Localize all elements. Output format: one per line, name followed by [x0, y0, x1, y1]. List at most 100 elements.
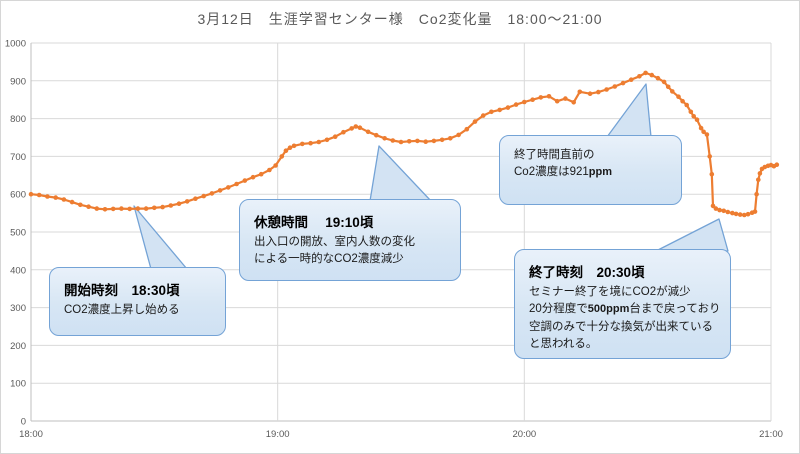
- data-point-marker: [382, 136, 387, 141]
- data-point-marker: [152, 205, 157, 211]
- data-point-marker: [497, 107, 503, 113]
- callout-text: 出入口の開放、室内人数の変化: [254, 236, 415, 248]
- y-tick-label: 300: [10, 303, 26, 314]
- data-point-marker: [577, 89, 583, 95]
- callout-text: CO2濃度上昇し始める: [64, 304, 180, 316]
- data-point-marker: [160, 204, 165, 210]
- data-point-marker: [733, 211, 739, 217]
- data-point-marker: [754, 191, 759, 197]
- data-point-marker: [267, 167, 272, 173]
- data-point-marker: [643, 70, 648, 76]
- data-point-marker: [86, 204, 91, 209]
- y-tick-label: 1000: [5, 39, 26, 50]
- data-point-marker: [279, 154, 285, 159]
- data-point-marker: [217, 188, 223, 193]
- callout-heading: 終了時刻 20:30頃: [529, 265, 645, 280]
- data-point-marker: [745, 211, 751, 217]
- data-point-marker: [78, 202, 83, 208]
- data-point-marker: [587, 91, 593, 96]
- x-tick-label: 19:00: [266, 429, 290, 440]
- data-point-marker: [546, 94, 552, 99]
- data-point-marker: [110, 206, 116, 212]
- callout-text: Co2濃度は921ppm: [514, 166, 613, 179]
- data-point-marker: [193, 196, 198, 201]
- data-point-marker: [698, 125, 704, 131]
- callout-end: 終了時刻 20:30頃 セミナー終了を境にCO2が減少 20分程度で500ppm…: [514, 249, 731, 359]
- y-tick-label: 100: [10, 379, 26, 390]
- data-point-marker: [127, 206, 132, 212]
- data-point-marker: [135, 206, 141, 211]
- x-tick-label: 20:00: [512, 429, 536, 440]
- data-point-marker: [456, 132, 461, 138]
- data-point-marker: [480, 113, 486, 118]
- callout-start-tail: [133, 205, 188, 270]
- data-point-marker: [168, 203, 174, 208]
- data-point-marker: [226, 185, 231, 190]
- data-point-marker: [604, 87, 609, 92]
- data-point-marker: [143, 206, 149, 211]
- data-point-marker: [300, 141, 305, 147]
- data-point-marker: [448, 136, 453, 141]
- data-point-marker: [283, 148, 289, 153]
- data-point-marker: [774, 162, 780, 167]
- data-point-marker: [676, 94, 681, 99]
- data-point-marker: [209, 191, 215, 196]
- y-tick-label: 400: [10, 265, 26, 276]
- data-point-marker: [94, 206, 100, 211]
- data-point-marker: [704, 132, 710, 137]
- data-point-marker: [357, 125, 363, 130]
- data-point-marker: [691, 114, 696, 119]
- data-point-marker: [670, 89, 675, 94]
- data-point-marker: [709, 171, 715, 177]
- data-point-marker: [538, 95, 544, 100]
- data-point-marker: [571, 100, 576, 105]
- data-point-marker: [273, 163, 278, 168]
- data-point-marker: [45, 194, 50, 199]
- data-point-marker: [353, 124, 359, 129]
- y-tick-label: 500: [10, 228, 26, 239]
- data-point-marker: [752, 209, 758, 214]
- x-tick-label: 18:00: [19, 429, 43, 440]
- callout-start: 開始時刻 18:30頃 CO2濃度上昇し始める: [49, 267, 226, 336]
- data-point-marker: [684, 102, 689, 108]
- callout-heading: 開始時刻 18:30頃: [64, 283, 180, 298]
- data-point-marker: [53, 195, 58, 200]
- callout-text: 20分程度で500ppm台まで戻っており: [529, 303, 721, 316]
- callout-heading: 休憩時間 19:10頃: [254, 215, 374, 230]
- data-point-marker: [628, 77, 634, 82]
- data-point-marker: [464, 126, 470, 132]
- data-point-marker: [406, 139, 412, 144]
- data-point-marker: [439, 137, 445, 143]
- data-point-marker: [316, 139, 322, 145]
- data-point-marker: [398, 139, 404, 145]
- data-point-marker: [563, 96, 568, 101]
- y-tick-label: 700: [10, 152, 26, 163]
- data-point-marker: [390, 138, 396, 143]
- data-point-marker: [513, 102, 519, 107]
- y-tick-label: 800: [10, 114, 26, 125]
- callout-end-tail: [655, 218, 729, 252]
- data-point-marker: [431, 138, 437, 144]
- data-point-marker: [713, 206, 719, 211]
- data-point-marker: [201, 193, 206, 199]
- callout-break-tail: [369, 145, 432, 202]
- data-point-marker: [694, 117, 700, 122]
- x-tick-label: 21:00: [759, 429, 783, 440]
- callout-text: セミナー終了を境にCO2が減少: [529, 286, 691, 298]
- data-point-marker: [69, 199, 75, 205]
- data-point-marker: [530, 97, 535, 102]
- data-point-marker: [287, 145, 293, 150]
- data-point-marker: [730, 210, 735, 216]
- data-point-marker: [415, 138, 420, 144]
- data-point-marker: [250, 174, 256, 180]
- data-point-marker: [349, 126, 355, 131]
- data-point-marker: [637, 74, 642, 79]
- data-point-marker: [291, 143, 297, 149]
- data-point-marker: [655, 75, 661, 81]
- y-tick-label: 900: [10, 76, 26, 87]
- data-point-marker: [234, 181, 239, 187]
- data-point-marker: [184, 199, 190, 204]
- callout-before-end: 終了時間直前の Co2濃度は921ppm: [499, 135, 682, 205]
- data-point-marker: [332, 134, 338, 139]
